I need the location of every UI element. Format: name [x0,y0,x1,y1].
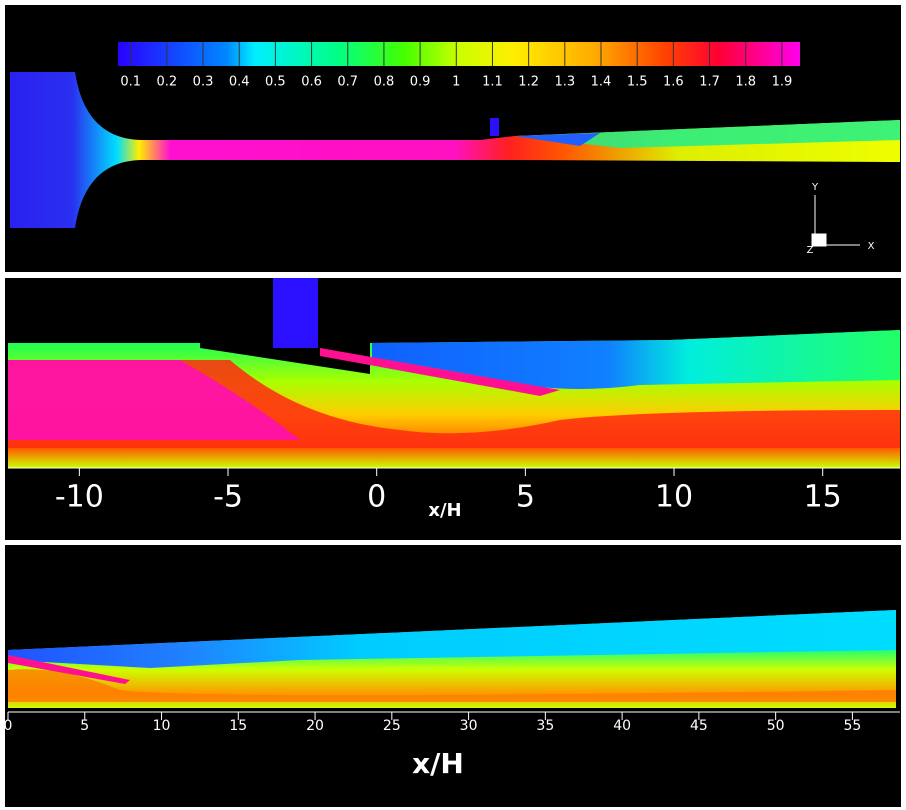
colorbar-label: 1.2 [518,75,539,90]
colorbar-label: 0.2 [156,75,177,90]
colorbar-label: 1.3 [554,75,575,90]
triad-label: Z [807,245,814,256]
x-tick-label: -5 [213,480,243,515]
colorbar-label: 0.7 [337,75,358,90]
colorbar-label: 0.3 [193,75,214,90]
colorbar-label: 1 [452,75,460,90]
x-tick-label: 50 [767,718,785,734]
colorbar-label: 1.1 [482,75,503,90]
colorbar-label: 0.8 [374,75,395,90]
colorbar-label: 1.6 [663,75,684,90]
x-tick-label: 45 [690,718,708,734]
colorbar-label: 1.8 [735,75,756,90]
colorbar-label: 1.7 [699,75,720,90]
figure: Y Z X 0.1 0.2 0.3 0.4 0.5 0.6 0.7 0.8 0.9 1 1.1 1.2… [0,0,906,810]
jet-inlet [273,278,318,348]
triad-label: Y [811,182,819,193]
x-tick-label: 40 [613,718,631,734]
x-tick-label: 0 [4,718,13,734]
x-tick-label: 10 [655,480,693,515]
x-tick-label: 5 [80,718,89,734]
x-tick-label: -10 [55,480,104,515]
x-tick-label: 35 [536,718,554,734]
colorbar-label: 0.1 [120,75,141,90]
x-tick-label: 0 [367,480,386,515]
colorbar-label: 0.9 [410,75,431,90]
colorbar-label: 1.4 [591,75,612,90]
colorbar-label: 0.6 [301,75,322,90]
x-tick-label: 30 [460,718,478,734]
colorbar-label: 0.4 [229,75,250,90]
colorbar-label: 1.5 [627,75,648,90]
colorbar-label: 0.5 [265,75,286,90]
jet-inlet [490,118,499,136]
colorbar [118,42,800,66]
x-tick-label: 55 [843,718,861,734]
x-tick-label: 10 [153,718,171,734]
x-tick-label: 15 [804,480,842,515]
x-tick-label: 20 [306,718,324,734]
x-tick-label: 25 [383,718,401,734]
colorbar-label: 1.9 [772,75,793,90]
x-axis-label: x/H [412,747,464,780]
x-tick-label: 5 [516,480,535,515]
x-axis-label: x/H [428,500,461,521]
x-tick-label: 15 [229,718,247,734]
triad-label: X [868,241,875,252]
